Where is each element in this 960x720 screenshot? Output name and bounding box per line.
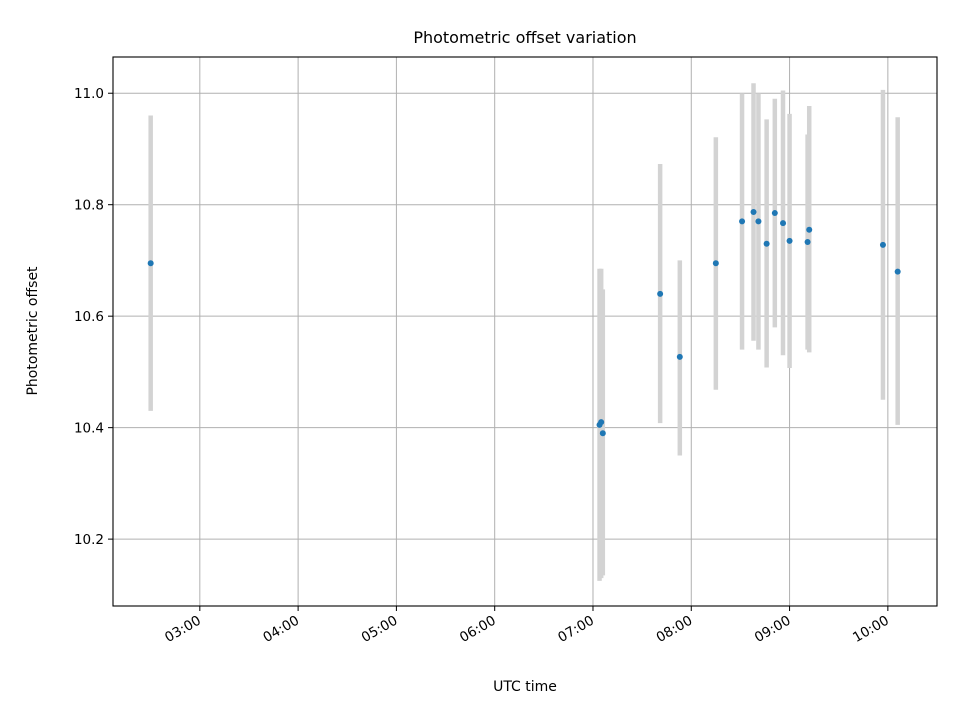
data-point [739,218,746,225]
y-tick-label: 10.8 [74,198,104,214]
chart-title: Photometric offset variation [413,28,636,47]
plot-frame [112,56,938,607]
data-point [755,218,762,225]
data-point [676,353,683,360]
data-point [712,260,719,267]
data-point [763,240,770,247]
y-tick-label: 10.6 [74,309,104,325]
y-axis-label: Photometric offset [25,266,41,396]
data-point [750,208,757,215]
data-point [804,239,811,246]
data-point [599,430,606,437]
data-point [786,237,793,244]
data-point [771,210,778,217]
data-point [147,260,154,267]
data-points [147,208,901,437]
data-point [806,226,813,233]
data-point [894,268,901,275]
data-point [780,220,787,227]
y-tick-label: 10.4 [74,421,104,437]
grid [113,57,937,606]
y-tick-label: 11.0 [74,86,104,102]
data-point [598,419,605,426]
data-point [879,241,886,248]
y-axis: 10.2 10.4 10.6 10.8 11.0 [74,86,113,548]
x-axis-label: UTC time [493,679,557,695]
data-point [657,290,664,297]
y-tick-label: 10.2 [74,532,104,548]
